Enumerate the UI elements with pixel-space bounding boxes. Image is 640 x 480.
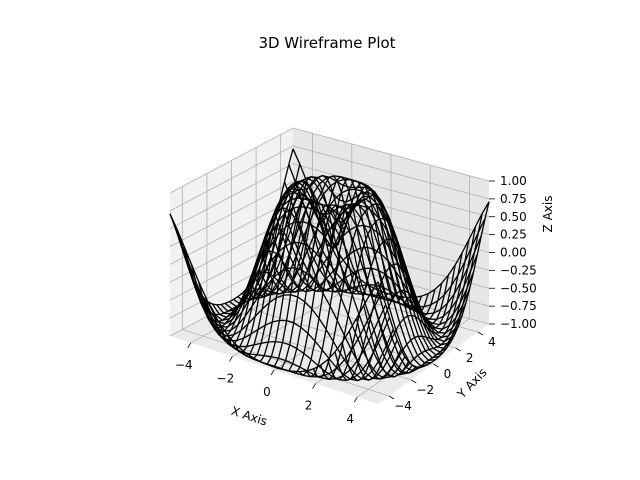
wire-line-y [370, 213, 483, 375]
y-tick [411, 379, 417, 384]
y-tick-label: 4 [488, 335, 496, 349]
z-tick-label: 0.25 [500, 228, 527, 242]
z-tick-label: 0.00 [500, 246, 527, 260]
wire-line-y [334, 263, 450, 381]
y-tick [433, 363, 439, 368]
wire-line-y [241, 176, 362, 357]
x-tick-label: 4 [346, 412, 354, 426]
wire-line-y [234, 180, 355, 353]
wire-line-y [319, 217, 436, 380]
axes-panes [170, 128, 489, 404]
z-tick-label: 1.00 [500, 174, 527, 188]
x-tick-label: −2 [217, 371, 235, 385]
wire-line-y [277, 179, 395, 370]
wire-line-x [199, 241, 406, 379]
x-tick-label: 0 [263, 385, 271, 399]
y-tick-label: 0 [444, 367, 452, 381]
x-tick [312, 383, 316, 389]
x-axis-label: X Axis [230, 404, 269, 429]
z-tick-label: 0.50 [500, 210, 527, 224]
z-tick-label: −0.75 [500, 299, 537, 313]
wire-line-x [190, 274, 398, 381]
z-tick-label: −0.50 [500, 281, 537, 295]
y-tick [455, 347, 461, 352]
wire-line-y [348, 252, 463, 381]
z-tick-label: −1.00 [500, 317, 537, 331]
y-tick-label: −4 [394, 399, 412, 413]
z-gridline [169, 163, 490, 230]
wire-line-y [305, 194, 423, 378]
wire-line-y [212, 228, 335, 342]
y-axis-label: Y Axis [454, 365, 490, 401]
z-gridline [169, 216, 490, 283]
wire-line-y [219, 207, 341, 346]
wire-line-y [355, 239, 470, 380]
wire-line-y [248, 174, 368, 360]
z-gridline [169, 145, 490, 212]
y-tick-label: 2 [466, 351, 474, 365]
x-tick-label: −4 [175, 358, 193, 372]
x-tick [270, 369, 275, 376]
z-axis-label: Z Axis [541, 196, 555, 233]
z-gridline [169, 181, 490, 247]
axis-ticks: −4−2024−4−2024−1.00−0.75−0.50−0.250.000.… [175, 174, 537, 426]
wire-line-y [377, 201, 490, 368]
wire-line-y [255, 175, 375, 363]
x-tick [229, 356, 233, 362]
wireframe-surface [169, 148, 490, 382]
z-tick-label: −0.25 [500, 263, 537, 277]
wire-line-x [275, 216, 475, 326]
z-gridline [169, 127, 490, 194]
wire-line-y [363, 226, 477, 378]
z-tick-label: 0.75 [500, 192, 527, 206]
x-tick [353, 396, 358, 403]
y-tick-label: −2 [416, 383, 434, 397]
y-tick [477, 331, 484, 336]
x-tick [187, 342, 192, 349]
y-tick [388, 395, 395, 400]
wire-line-y [284, 182, 402, 372]
wire-line-x [194, 267, 402, 380]
x-tick-label: 2 [305, 399, 313, 413]
wire-line-y [298, 189, 416, 376]
z-gridline [169, 252, 490, 319]
wire-line-x [266, 224, 467, 334]
wire-line-y [291, 185, 409, 374]
chart-title: 3D Wireframe Plot [258, 34, 395, 52]
wire-line-y [226, 191, 348, 350]
wire-line-y [270, 177, 389, 367]
wire-line-y [341, 264, 456, 382]
